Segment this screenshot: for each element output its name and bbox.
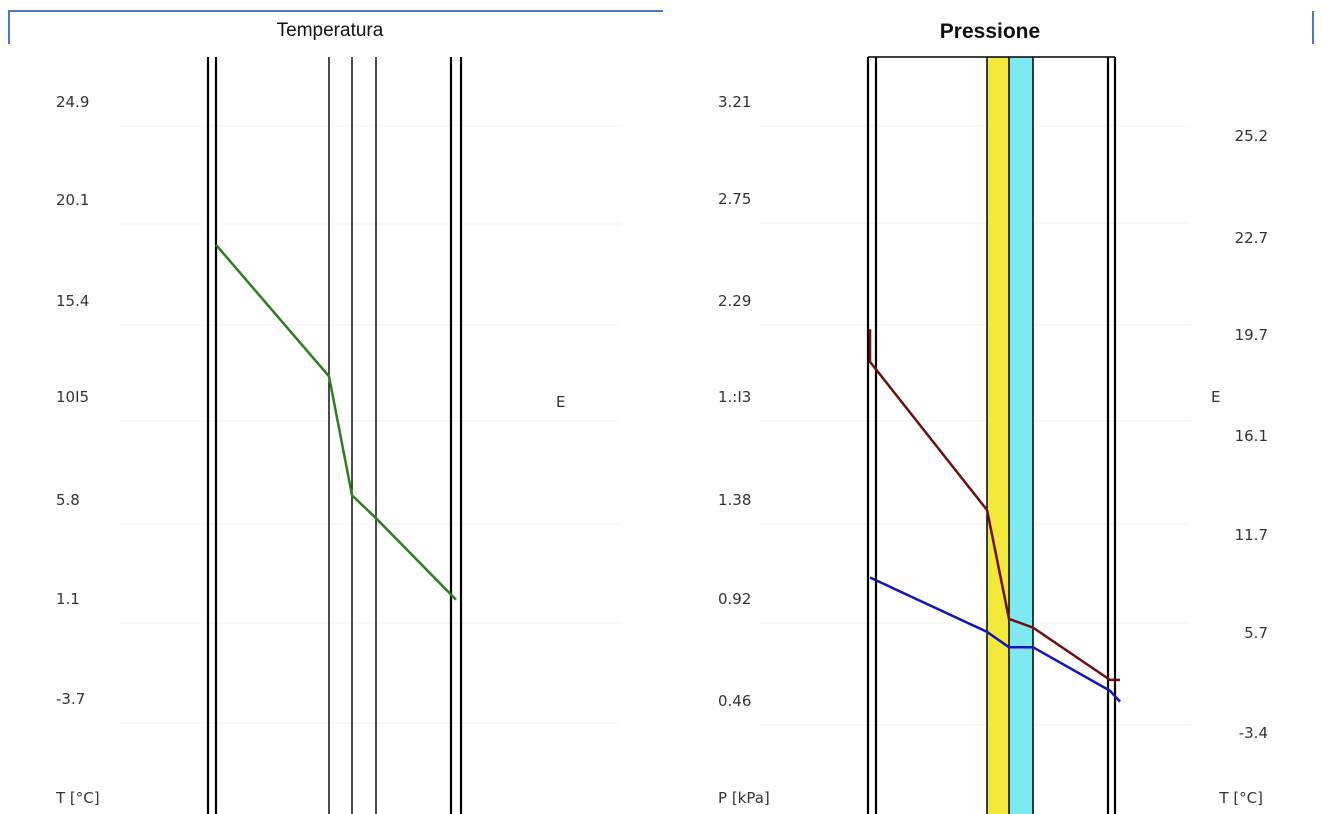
vapour-pressure-line [869, 576, 1121, 703]
temperature-series-line [215, 243, 457, 601]
y-tick-label-left: 2.29 [718, 292, 751, 310]
y-tick-label-right: -3.4 [1239, 724, 1268, 742]
y-tick-label-right: 11.7 [1235, 526, 1268, 544]
temperature-chart: 24.9 20.1 15.4 10I5 5.8 1.1 -3.7 T [°C] E [55, 57, 620, 814]
pressure-chart-title: Pressione [939, 20, 1041, 43]
layer-yellow-fill [987, 57, 1009, 814]
y-tick-label: -3.7 [56, 690, 85, 708]
y-tick-label-left: 0.92 [718, 590, 751, 608]
y-tick-label: 15.4 [56, 292, 89, 310]
y-tick-label: 20.1 [56, 191, 89, 209]
side-label: E [556, 393, 565, 411]
y-tick-label: 1.1 [56, 590, 80, 608]
layer-cyan-fill [1009, 57, 1033, 814]
pressure-chart: 3.21 2.75 2.29 1.:I3 1.38 0.92 0.46 25.2 22.7 19.… [718, 56, 1268, 814]
y-tick-label-left: 1.38 [718, 491, 751, 509]
y-tick-label: 10I5 [56, 388, 89, 406]
y-axis-label-left: P [kPa] [718, 789, 770, 807]
y-tick-label-right: 25.2 [1235, 127, 1268, 145]
y-tick-label-left: 2.75 [718, 190, 751, 208]
y-tick-label-right: 19.7 [1235, 326, 1268, 344]
y-axis-label: T [°C] [55, 789, 100, 807]
y-tick-label-left: 3.21 [718, 93, 751, 111]
y-axis-label-right: T [°C] [1218, 789, 1263, 807]
y-tick-label-left: 0.46 [718, 692, 751, 710]
y-tick-label: 5.8 [56, 491, 80, 509]
y-tick-label-left: 1.:I3 [718, 388, 751, 406]
y-tick-label-right: 16.1 [1235, 427, 1268, 445]
y-tick-label: 24.9 [56, 93, 89, 111]
side-label: E [1211, 388, 1220, 406]
y-tick-label-right: 5.7 [1244, 624, 1268, 642]
y-tick-label-right: 22.7 [1235, 229, 1268, 247]
temperature-chart-title: Temperatura [276, 20, 384, 41]
saturation-pressure-line [868, 329, 1120, 682]
